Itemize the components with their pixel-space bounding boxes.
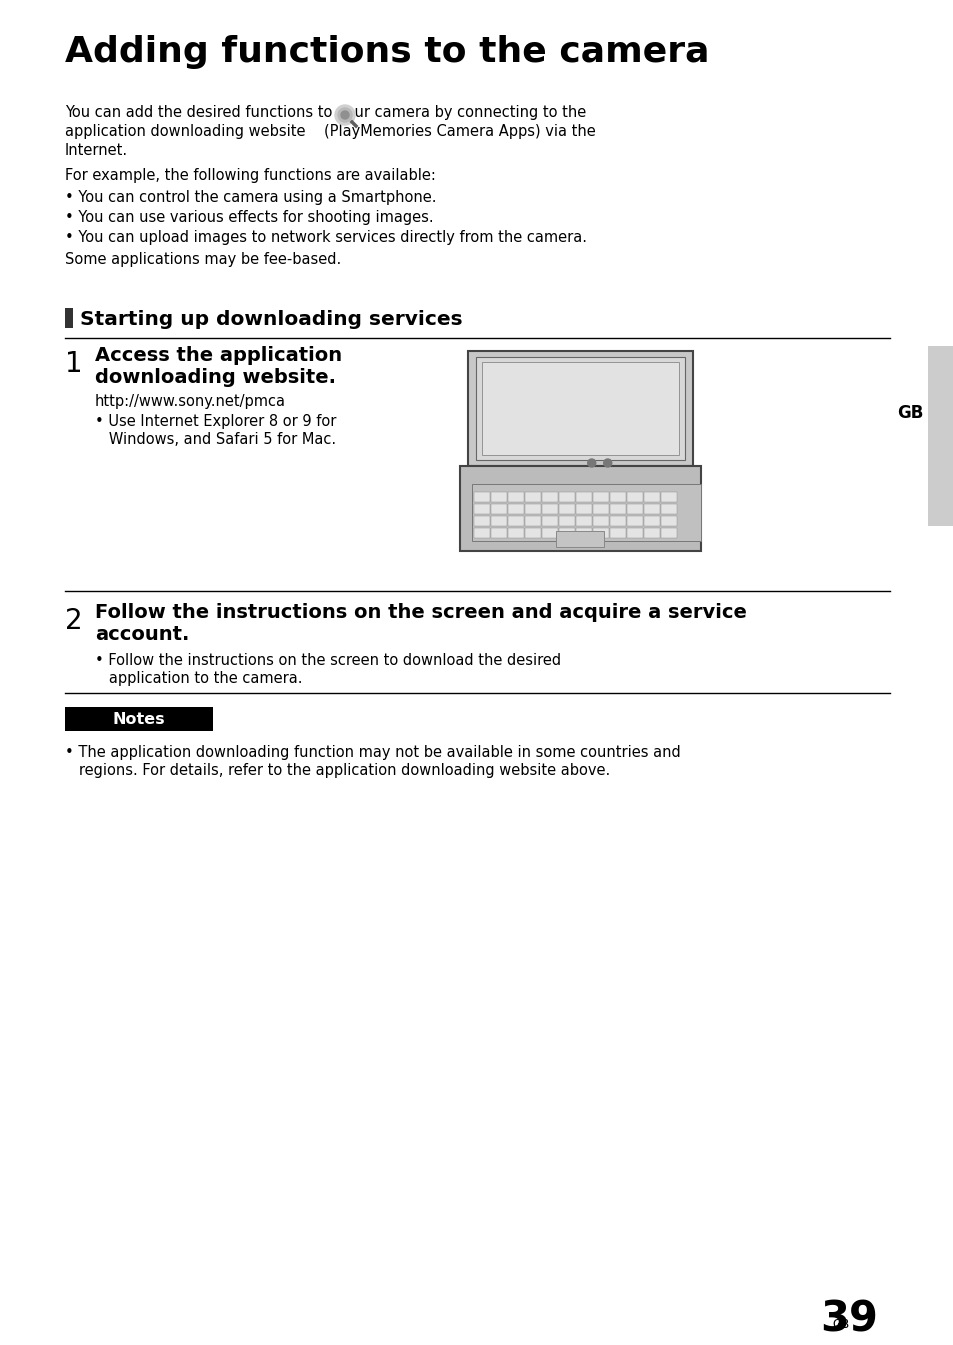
- Text: GB: GB: [831, 1318, 848, 1332]
- Text: Some applications may be fee-based.: Some applications may be fee-based.: [65, 252, 341, 268]
- Bar: [660, 516, 677, 526]
- Bar: [541, 529, 558, 538]
- Bar: [609, 504, 625, 514]
- Text: GB: GB: [896, 404, 923, 422]
- Text: You can add the desired functions to your camera by connecting to the: You can add the desired functions to you…: [65, 105, 586, 120]
- Bar: [558, 529, 575, 538]
- Text: 39: 39: [820, 1298, 877, 1340]
- Bar: [541, 504, 558, 514]
- Circle shape: [337, 108, 352, 122]
- Bar: [459, 465, 700, 551]
- Bar: [524, 492, 540, 502]
- Bar: [626, 529, 642, 538]
- Bar: [491, 492, 506, 502]
- Bar: [609, 529, 625, 538]
- Bar: [491, 529, 506, 538]
- Bar: [576, 492, 592, 502]
- Bar: [65, 308, 73, 328]
- Text: Windows, and Safari 5 for Mac.: Windows, and Safari 5 for Mac.: [95, 432, 335, 447]
- Text: • Follow the instructions on the screen to download the desired: • Follow the instructions on the screen …: [95, 654, 560, 668]
- Text: • You can control the camera using a Smartphone.: • You can control the camera using a Sma…: [65, 190, 436, 204]
- Bar: [660, 492, 677, 502]
- Bar: [626, 516, 642, 526]
- Text: • Use Internet Explorer 8 or 9 for: • Use Internet Explorer 8 or 9 for: [95, 414, 336, 429]
- Bar: [927, 346, 953, 526]
- Bar: [660, 529, 677, 538]
- Bar: [558, 492, 575, 502]
- Bar: [541, 516, 558, 526]
- Text: account.: account.: [95, 625, 190, 644]
- Bar: [626, 504, 642, 514]
- Bar: [474, 529, 490, 538]
- Bar: [609, 516, 625, 526]
- Circle shape: [335, 105, 355, 125]
- Text: For example, the following functions are available:: For example, the following functions are…: [65, 168, 436, 183]
- Bar: [507, 504, 523, 514]
- Bar: [476, 356, 684, 460]
- Bar: [593, 504, 608, 514]
- Bar: [643, 492, 659, 502]
- Text: Follow the instructions on the screen and acquire a service: Follow the instructions on the screen an…: [95, 603, 746, 621]
- Bar: [507, 516, 523, 526]
- Text: • You can upload images to network services directly from the camera.: • You can upload images to network servi…: [65, 230, 586, 245]
- Text: • You can use various effects for shooting images.: • You can use various effects for shooti…: [65, 210, 434, 225]
- Text: regions. For details, refer to the application downloading website above.: regions. For details, refer to the appli…: [65, 763, 610, 777]
- Bar: [558, 516, 575, 526]
- Bar: [468, 351, 692, 465]
- Bar: [593, 529, 608, 538]
- Bar: [524, 516, 540, 526]
- Bar: [474, 516, 490, 526]
- Text: Starting up downloading services: Starting up downloading services: [80, 309, 462, 330]
- Text: • The application downloading function may not be available in some countries an: • The application downloading function m…: [65, 745, 680, 760]
- Text: Adding functions to the camera: Adding functions to the camera: [65, 35, 709, 69]
- Circle shape: [340, 112, 349, 118]
- Bar: [626, 492, 642, 502]
- Bar: [541, 492, 558, 502]
- Bar: [558, 504, 575, 514]
- Text: application downloading website    (PlayMemories Camera Apps) via the: application downloading website (PlayMem…: [65, 124, 595, 139]
- Text: application to the camera.: application to the camera.: [95, 671, 302, 686]
- Text: downloading website.: downloading website.: [95, 369, 335, 387]
- Bar: [507, 492, 523, 502]
- Bar: [643, 504, 659, 514]
- Bar: [576, 529, 592, 538]
- Bar: [65, 707, 213, 730]
- Bar: [593, 516, 608, 526]
- Bar: [660, 504, 677, 514]
- Bar: [576, 504, 592, 514]
- Bar: [481, 362, 679, 455]
- Bar: [524, 529, 540, 538]
- Circle shape: [603, 459, 611, 467]
- Bar: [491, 504, 506, 514]
- Bar: [491, 516, 506, 526]
- Bar: [524, 504, 540, 514]
- Text: Internet.: Internet.: [65, 143, 128, 157]
- Text: Notes: Notes: [112, 713, 165, 728]
- Text: 1: 1: [65, 350, 83, 378]
- Text: Access the application: Access the application: [95, 346, 342, 364]
- Bar: [556, 531, 603, 547]
- Bar: [593, 492, 608, 502]
- Circle shape: [587, 459, 595, 467]
- Text: 2: 2: [65, 607, 83, 635]
- Bar: [507, 529, 523, 538]
- Bar: [474, 492, 490, 502]
- Bar: [643, 529, 659, 538]
- Bar: [576, 516, 592, 526]
- Bar: [474, 504, 490, 514]
- Bar: [472, 484, 700, 541]
- Text: http://www.sony.net/pmca: http://www.sony.net/pmca: [95, 394, 286, 409]
- Bar: [643, 516, 659, 526]
- Bar: [609, 492, 625, 502]
